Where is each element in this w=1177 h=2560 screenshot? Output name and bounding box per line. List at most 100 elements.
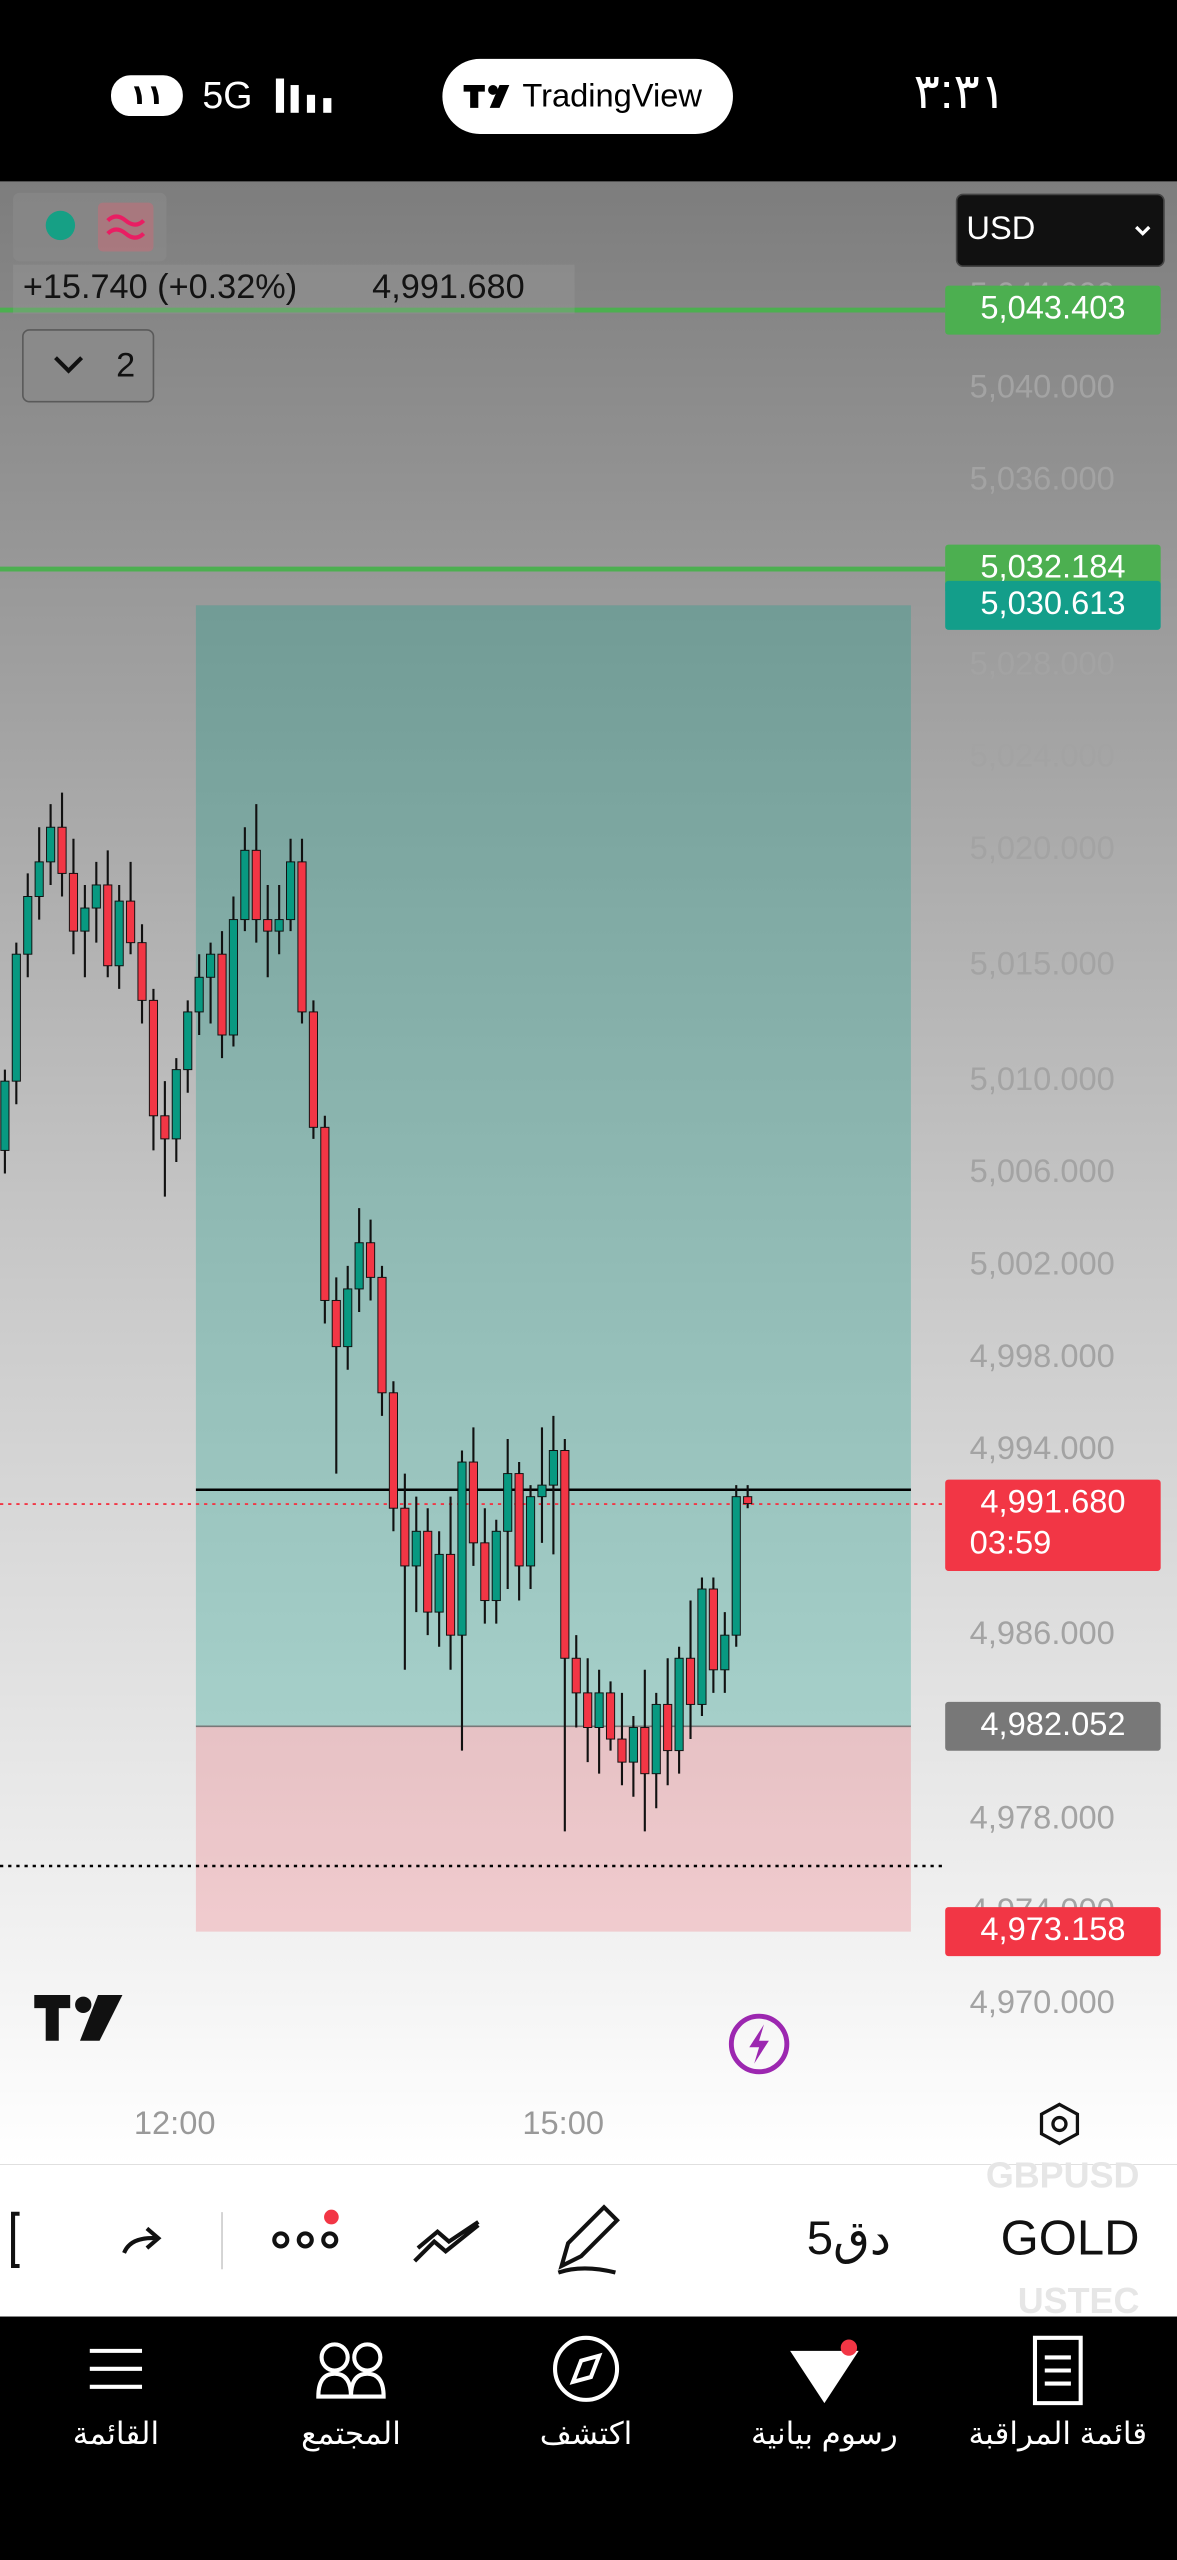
signal [275,78,332,113]
candle-body [411,1530,421,1567]
candle-body [605,1692,616,1740]
candle-body [743,1496,753,1505]
candle-body [34,861,44,897]
more-button[interactable] [272,2231,339,2249]
candle-body [651,1703,661,1775]
candle-body [708,1588,718,1671]
candle-body [11,953,21,1082]
y-tick-label: 4,998.000 [970,1337,1115,1374]
legend-change: +15.740 (+0.32%) [23,268,297,306]
candle-body [228,919,239,1036]
indicators-button[interactable] [413,2220,480,2263]
y-tick-label: 5,040.000 [970,367,1115,404]
candle-body [491,1530,501,1602]
symbol-next: USTEC [1018,2280,1140,2321]
currency: USD [966,209,1035,246]
candle-body [114,900,124,967]
legend-wave-bg [97,202,154,252]
candle-body [354,1242,364,1290]
candle-body [663,1703,673,1752]
price-label-bg [945,1479,1161,1571]
y-tick-label: 5,006.000 [970,1152,1115,1189]
legend-wave[interactable] [106,214,146,240]
y-tick-label: 5,024.000 [970,737,1115,774]
legend-bar [13,264,575,314]
target-zone [195,605,911,1727]
candle-body [400,1507,410,1567]
candle-body [343,1288,353,1348]
candle-body [217,953,227,1036]
toolbar [0,2164,1177,2317]
candle-body [560,1450,570,1659]
candle-body [126,900,136,944]
candle-body [68,872,79,932]
app-pill [442,58,733,135]
drawing-button[interactable] [557,2204,620,2275]
nav-item[interactable]: المجتمع [301,2416,401,2452]
nav-item[interactable]: قائمة المراقبة [969,2416,1148,2452]
interval[interactable]: 5دق [807,2212,891,2265]
candle-body [286,861,296,921]
chevron [54,356,84,374]
legend-dot[interactable] [45,210,76,241]
candle-body [57,826,67,874]
battery [111,75,183,117]
symbol[interactable]: GOLD [1001,2211,1140,2265]
fullscreen-button[interactable] [11,2211,20,2269]
candle-body [594,1692,604,1729]
price-label: 4,982.052 [980,1705,1125,1742]
price-label-bg [945,285,1161,335]
currency-select[interactable] [955,193,1165,268]
redo-button[interactable] [122,2226,162,2254]
candle-body [674,1657,684,1752]
nav-item[interactable]: رسوم بيانية [751,2416,898,2452]
price-label: 4,991.680 [980,1483,1125,1520]
y-tick-label: 5,010.000 [970,1060,1115,1097]
indicator-count: 2 [116,347,135,385]
candle-body [297,861,307,1013]
y-tick-label: 5,002.000 [970,1244,1115,1281]
candle-body [423,1530,433,1613]
x-tick-label: 12:00 [134,2104,216,2141]
candle-body [640,1727,650,1775]
symbol-prev: GBPUSD [986,2154,1140,2195]
legend-price: 4,991.680 [372,268,524,306]
chart: 5,044.0005,040.0005,036.0005,028.0005,02… [0,275,1161,2020]
candle-body [503,1473,513,1532]
badge [840,2339,858,2356]
candle-body [148,999,159,1117]
nav-item[interactable]: القائمة [73,2416,159,2451]
nav-item[interactable]: اكتشف [540,2416,632,2451]
charts-icon [790,2350,859,2404]
candle-body [685,1657,696,1705]
y-tick-label: 5,036.000 [970,460,1115,497]
bolt [749,2024,769,2064]
y-tick-label: 4,970.000 [970,1983,1115,2020]
price-label-bg [945,580,1161,630]
y-tick-label: 5,020.000 [970,829,1115,866]
candle-body [194,976,204,1013]
replay-button[interactable] [728,2013,790,2075]
candle-body [308,1011,319,1128]
candle-body [23,896,33,955]
candle-body [137,942,147,1001]
chevron [1135,225,1151,236]
candle-body [46,826,56,863]
x-tick-label: 15:00 [522,2104,604,2141]
candle-body [377,1276,387,1394]
candle-body [731,1496,741,1636]
candle-body [160,1115,170,1140]
indicators-toggle[interactable] [22,329,155,403]
candle-body [628,1727,638,1763]
candle-body [720,1634,730,1671]
stop-zone [195,1726,911,1932]
y-tick-label: 4,986.000 [970,1614,1115,1651]
clock: ٣:٣١ [914,65,1007,119]
candle-body [468,1461,478,1544]
y-tick-label: 4,978.000 [970,1798,1115,1835]
candle-body [240,849,250,921]
candle-body [251,849,261,921]
settings-button[interactable] [1039,2102,1080,2146]
